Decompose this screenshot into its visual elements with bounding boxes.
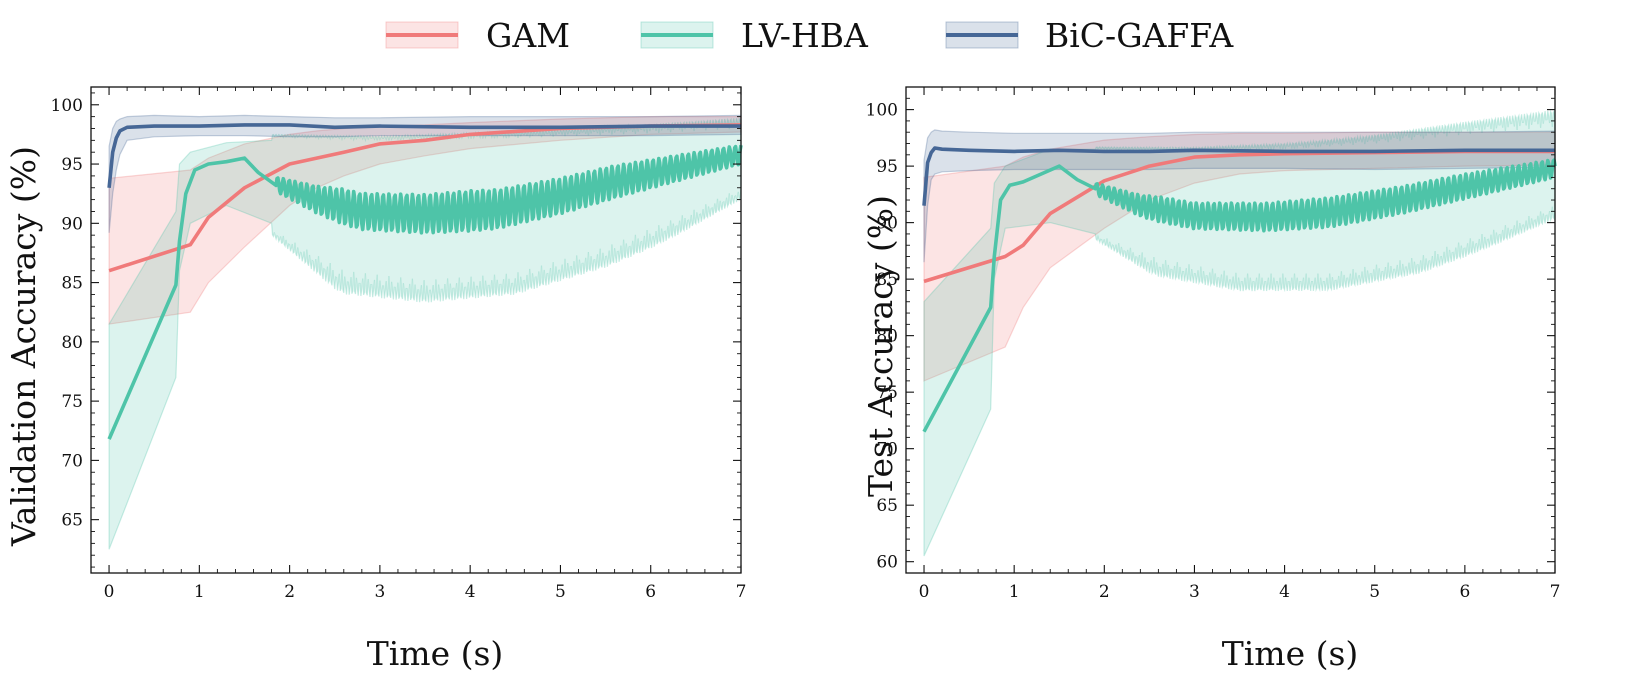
y-tick-label: 70: [876, 440, 898, 460]
y-tick-label: 85: [61, 274, 83, 294]
y-tick-label: 85: [876, 270, 898, 290]
legend-entry-gam: GAM: [385, 16, 570, 55]
y-tick-label: 80: [876, 327, 898, 347]
y-tick-label: 80: [61, 333, 83, 353]
y-tick-label: 100: [51, 96, 83, 116]
x-tick-label: 2: [1099, 582, 1110, 602]
x-tick-label: 6: [1459, 582, 1470, 602]
series-lines: [922, 146, 1557, 433]
x-tick-label: 4: [465, 582, 476, 602]
x-tick-label: 0: [104, 582, 115, 602]
line-lv-hba: [922, 158, 1557, 433]
x-tick-label: 5: [555, 582, 566, 602]
x-tick-label: 0: [919, 582, 930, 602]
y-tick-label: 95: [876, 157, 898, 177]
x-tick-label: 3: [374, 582, 385, 602]
ticks: 0 1 2 3 4 5 6 7 60 65 70 75 80 85 90 95 100: [866, 86, 1561, 602]
y-tick-label: 65: [876, 496, 898, 516]
x-tick-label: 3: [1189, 582, 1200, 602]
ticks: 0 1 2 3 4 5 6 7 65 70 75 80 85 90 95 100: [51, 87, 747, 602]
legend-entry-lv-hba: LV-HBA: [640, 16, 869, 55]
legend-label-lv-hba: LV-HBA: [741, 16, 869, 55]
legend: GAM LV-HBA BiC-GAFFA: [385, 16, 1234, 55]
y-tick-label: 70: [61, 451, 83, 471]
x-tick-label: 1: [1009, 582, 1020, 602]
x-tick-label: 1: [194, 582, 205, 602]
y-axis-title-test: Test Accuracy (%): [861, 195, 900, 497]
series-lines: [107, 123, 743, 440]
y-tick-label: 75: [876, 383, 898, 403]
x-tick-label: 7: [736, 582, 747, 602]
x-axis-title-validation: Time (s): [367, 634, 504, 673]
x-tick-label: 5: [1369, 582, 1380, 602]
x-tick-label: 2: [284, 582, 295, 602]
x-axis-title-test: Time (s): [1222, 634, 1359, 673]
y-tick-label: 60: [876, 553, 898, 573]
y-tick-label: 90: [876, 214, 898, 234]
x-tick-label: 4: [1279, 582, 1290, 602]
line-bic-gaffa: [922, 146, 1555, 206]
validation-accuracy-chart: Validation Accuracy (%) Time (s) 0 1 2 3 4 5 6…: [4, 86, 747, 673]
x-tick-label: 6: [645, 582, 656, 602]
y-tick-label: 65: [61, 511, 83, 531]
legend-entry-bic-gaffa: BiC-GAFFA: [945, 16, 1234, 55]
test-accuracy-chart: Test Accuracy (%) Time (s) 0 1 2 3 4 5 6 7 60 65 7…: [861, 86, 1561, 673]
legend-label-bic-gaffa: BiC-GAFFA: [1045, 16, 1234, 55]
legend-label-gam: GAM: [486, 16, 570, 55]
y-axis-title-validation: Validation Accuracy (%): [4, 146, 43, 547]
x-tick-label: 7: [1550, 582, 1561, 602]
y-tick-label: 95: [61, 155, 83, 175]
y-tick-label: 100: [866, 101, 898, 121]
line-lv-hba: [107, 144, 743, 440]
y-tick-label: 75: [61, 392, 83, 412]
y-tick-label: 90: [61, 214, 83, 234]
line-bic-gaffa: [107, 123, 741, 188]
